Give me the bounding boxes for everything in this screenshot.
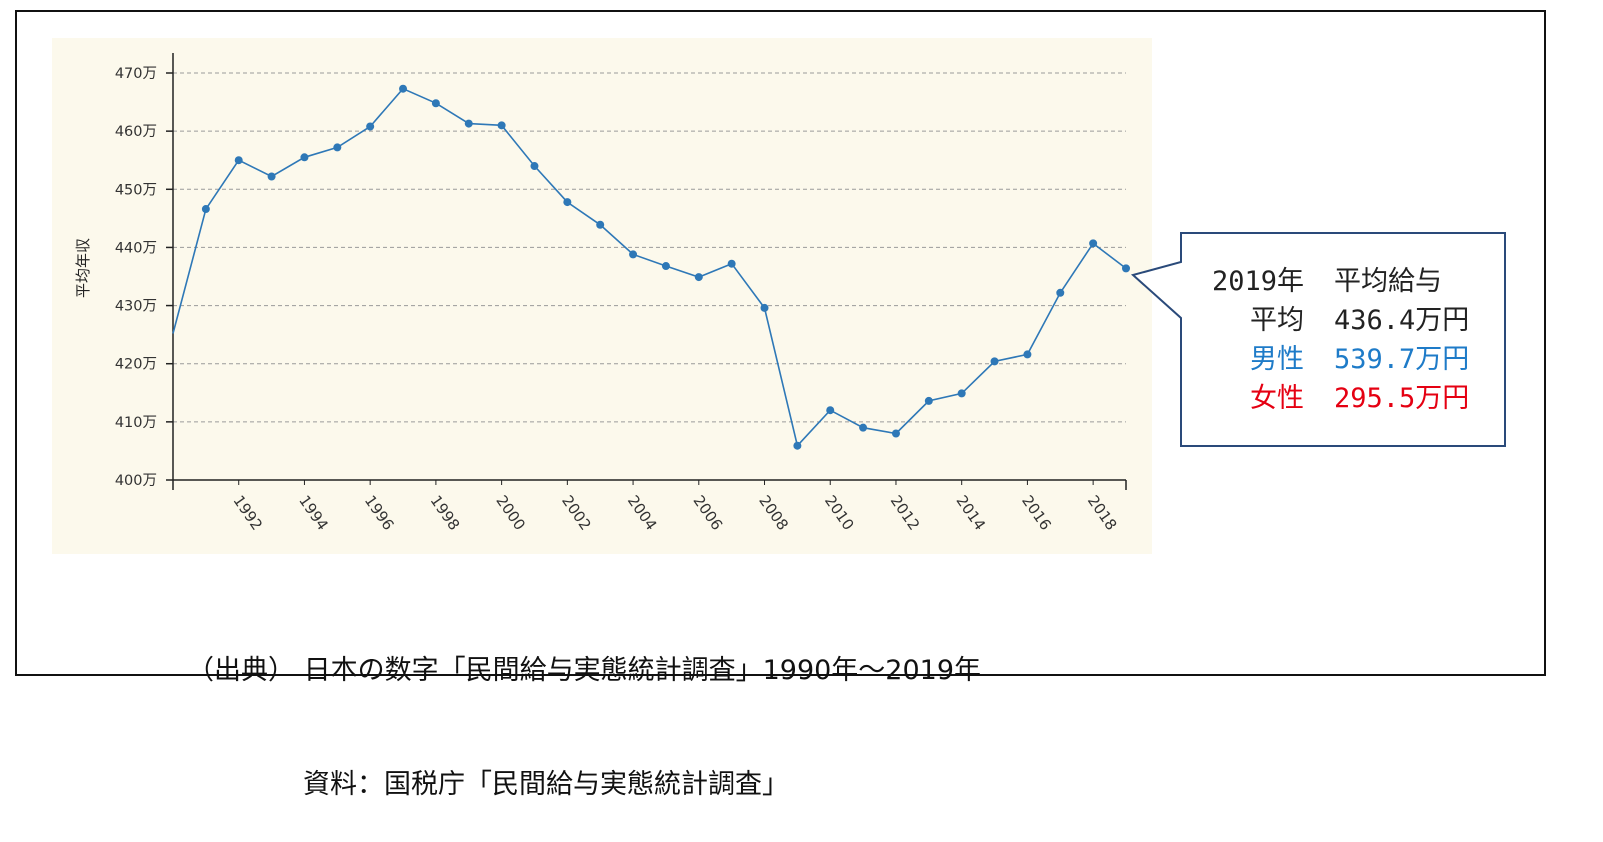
callout-box <box>1130 232 1506 447</box>
average-label: 平均 <box>1250 305 1304 336</box>
gridlines <box>173 72 1126 423</box>
data-point <box>497 121 506 130</box>
data-point <box>859 423 868 432</box>
y-axis-label: 平均年収 <box>74 238 92 298</box>
data-point <box>694 273 703 282</box>
x-tick-labels: 1992 1994 1996 1998 2000 2002 2004 2006 2008 2010… <box>229 492 1120 534</box>
data-point <box>300 153 309 162</box>
x-tick-label: 1998 <box>427 492 464 534</box>
x-tick-label: 2016 <box>1018 492 1055 534</box>
callout-text: 2019年 平均給与 平均 436.4万円 男性 539.7万円 女性 295.5万円 <box>1180 262 1506 418</box>
data-point <box>596 220 605 229</box>
data-point <box>399 84 408 93</box>
female-value: 295.5万円 <box>1334 383 1470 414</box>
y-tick-label: 400万 <box>115 473 157 489</box>
data-points <box>201 84 1130 450</box>
callout-year: 2019年 <box>1211 266 1304 297</box>
data-point <box>234 156 243 165</box>
figure-frame <box>15 10 1546 676</box>
y-tick-label: 440万 <box>115 240 157 256</box>
callout-male-row: 男性 539.7万円 <box>1180 340 1506 379</box>
x-tick-label: 1994 <box>295 492 332 534</box>
source-note: （出典） 日本の数字「民間給与実態統計調査」1990年～2019年 資料：国税庁… <box>187 576 981 842</box>
data-point <box>563 198 572 207</box>
data-point <box>727 259 736 268</box>
y-tick-label: 470万 <box>115 66 157 82</box>
y-tick-label: 420万 <box>115 357 157 373</box>
callout-title: 平均給与 <box>1334 266 1442 297</box>
data-point <box>629 250 638 259</box>
male-label: 男性 <box>1250 344 1304 375</box>
x-tick-label: 1996 <box>361 492 398 534</box>
y-tick-label: 450万 <box>115 182 157 198</box>
x-tick-label: 2002 <box>558 492 595 534</box>
data-point <box>760 303 769 312</box>
axes <box>166 53 1127 490</box>
callout-female-row: 女性 295.5万円 <box>1180 379 1506 418</box>
y-tick-label: 460万 <box>115 124 157 140</box>
callout-header: 2019年 平均給与 <box>1180 262 1506 301</box>
x-tick-label: 2014 <box>952 492 989 534</box>
data-point <box>990 357 999 366</box>
x-tick-label: 2018 <box>1084 492 1121 534</box>
x-tick-label: 2004 <box>624 492 661 534</box>
x-tick-label: 2008 <box>755 492 792 534</box>
source-line-2: 資料：国税庁「民間給与実態統計調査」 <box>303 769 789 800</box>
data-point <box>793 441 802 450</box>
data-point <box>957 389 966 398</box>
data-point <box>1122 264 1130 273</box>
x-tick-label: 2006 <box>690 492 727 534</box>
x-tick-label: 2012 <box>887 492 924 534</box>
data-point <box>1023 350 1032 359</box>
data-point <box>333 143 342 152</box>
series-path <box>172 87 1127 448</box>
source-line-1: （出典） 日本の数字「民間給与実態統計調査」1990年～2019年 <box>187 655 982 686</box>
average-value: 436.4万円 <box>1334 305 1470 336</box>
male-value: 539.7万円 <box>1334 344 1470 375</box>
x-tick-label: 2000 <box>492 492 529 534</box>
y-tick-label: 410万 <box>115 415 157 431</box>
series-line <box>172 87 1127 448</box>
plot-background <box>52 38 1152 554</box>
y-tick-label: 430万 <box>115 299 157 315</box>
y-tick-labels: 400万 410万 420万 430万 440万 450万 460万 470万 <box>115 66 157 489</box>
data-point <box>431 99 440 108</box>
female-label: 女性 <box>1250 383 1304 414</box>
data-point <box>530 162 539 171</box>
data-point <box>891 429 900 438</box>
data-point <box>826 406 835 415</box>
data-point <box>1089 239 1098 248</box>
data-point <box>267 172 276 181</box>
data-point <box>201 205 210 214</box>
callout-average-row: 平均 436.4万円 <box>1180 301 1506 340</box>
data-point <box>464 119 473 128</box>
data-point <box>661 262 670 271</box>
x-tick-label: 2010 <box>821 492 858 534</box>
data-point <box>366 122 375 131</box>
data-point <box>1056 288 1065 297</box>
data-point <box>924 396 933 405</box>
x-tick-label: 1992 <box>229 492 266 534</box>
